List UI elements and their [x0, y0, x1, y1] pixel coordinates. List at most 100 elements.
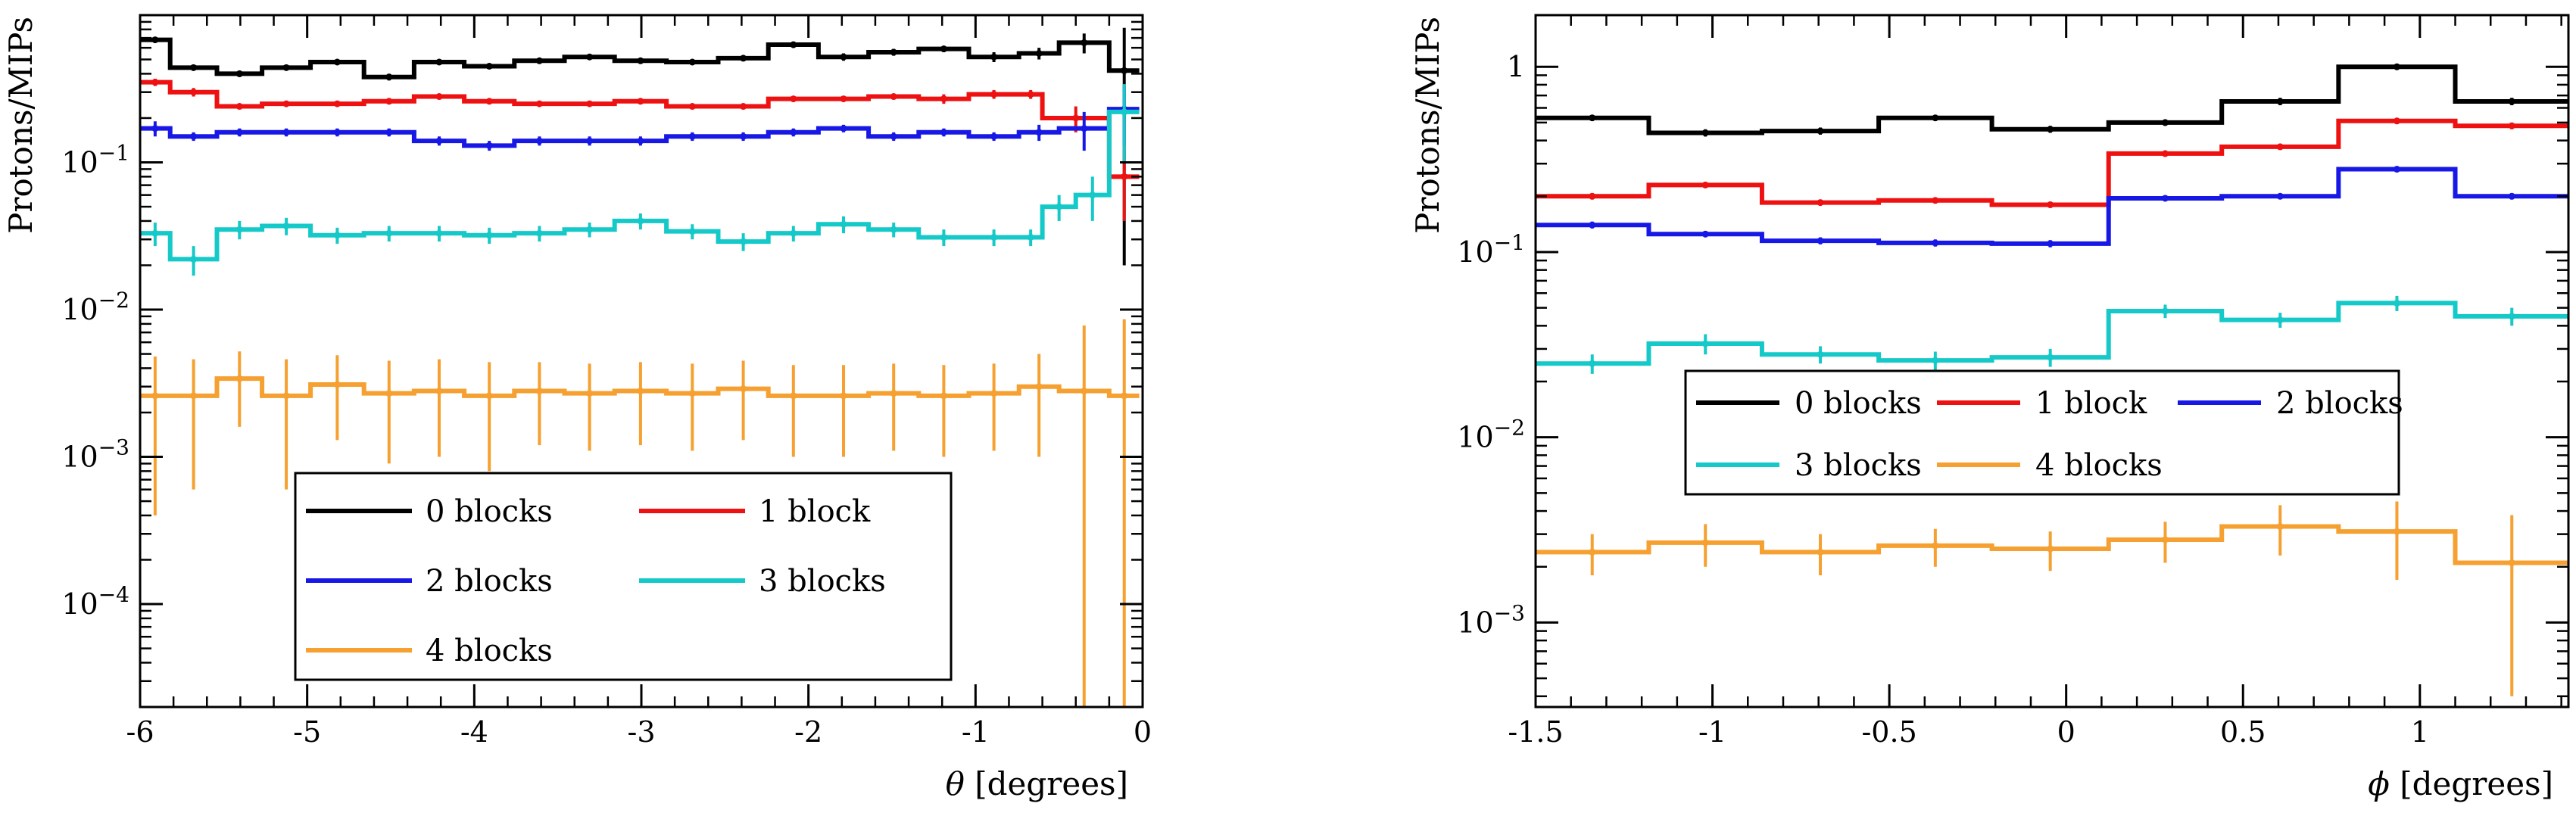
data-point: [535, 57, 543, 64]
data-point: [485, 142, 493, 149]
data-point: [840, 392, 847, 400]
data-point: [1121, 392, 1128, 400]
data-point: [1035, 129, 1043, 136]
data-point: [2047, 126, 2054, 133]
data-point: [586, 390, 594, 397]
data-point: [2276, 523, 2284, 531]
data-point: [2393, 63, 2400, 70]
data-point: [385, 129, 393, 136]
plot-frame: [1534, 14, 2570, 709]
data-point: [235, 70, 243, 77]
data-point: [1081, 125, 1088, 132]
data-point: [2508, 122, 2515, 129]
data-point: [1817, 237, 1824, 244]
x-tick-label: -1: [1698, 715, 1726, 749]
data-point: [940, 45, 947, 53]
legend-item: 0 blocks: [306, 494, 553, 529]
data-point: [790, 95, 797, 103]
data-point: [1081, 388, 1088, 395]
series-2-blocks: [1536, 166, 2568, 248]
x-tick-label: -5: [293, 715, 321, 749]
data-point: [535, 137, 543, 145]
data-point: [2161, 536, 2169, 543]
y-tick-base: 10: [61, 293, 98, 326]
data-point: [637, 98, 644, 105]
data-point: [435, 93, 443, 101]
data-point: [1932, 197, 1939, 204]
data-point: [333, 232, 341, 239]
legend-label: 1 block: [759, 494, 871, 529]
data-point: [535, 100, 543, 107]
data-point: [282, 100, 290, 107]
data-point: [2047, 545, 2054, 553]
legend-label: 4 blocks: [2035, 448, 2163, 483]
data-point: [688, 103, 696, 111]
y-axis-label: Protons/MIPs: [1409, 17, 1446, 234]
series-step-line: [1536, 524, 2568, 565]
x-tick-label: -1: [962, 715, 990, 749]
data-point: [2393, 299, 2400, 307]
data-point: [1035, 50, 1043, 58]
legend-item: 2 blocks: [2178, 386, 2403, 421]
series-4-blocks: [1536, 501, 2568, 696]
data-point: [990, 233, 998, 241]
data-point: [151, 79, 159, 86]
y-tick-label: 10−2: [1457, 416, 1525, 454]
data-point: [485, 98, 493, 105]
data-point: [2393, 117, 2400, 125]
data-point: [1932, 239, 1939, 247]
y-tick-base: 10: [61, 441, 98, 474]
data-point: [890, 226, 897, 233]
x-tick-label: -6: [126, 715, 154, 749]
data-point: [990, 390, 998, 397]
legend-label: 1 block: [2035, 386, 2147, 421]
data-point: [485, 392, 493, 400]
data-point: [990, 53, 998, 61]
x-tick-label: 0: [2057, 715, 2075, 749]
data-point: [790, 392, 797, 400]
data-point: [535, 229, 543, 237]
y-tick-exponent: −2: [98, 288, 129, 313]
legend-item: 3 blocks: [639, 564, 886, 599]
data-point: [790, 129, 797, 136]
data-point: [2276, 192, 2284, 200]
phi-panel: -1.5 -1 -0.5 0 0.5 1ϕ [degrees]110−110−210−3P…: [1409, 14, 2570, 802]
data-point: [940, 129, 947, 136]
data-point: [637, 217, 644, 225]
data-point: [840, 53, 847, 61]
data-point: [2276, 98, 2284, 105]
data-point: [151, 125, 159, 132]
data-point: [2161, 195, 2169, 202]
x-tick-label: -0.5: [1861, 715, 1916, 749]
y-tick-exponent: −3: [1494, 600, 1525, 625]
data-point: [1701, 129, 1709, 136]
data-point: [740, 103, 747, 111]
data-point: [1701, 230, 1709, 238]
legend-label: 2 blocks: [2276, 386, 2403, 421]
x-axis-symbol: ϕ: [2368, 765, 2390, 802]
series-group: [1536, 63, 2568, 696]
y-tick-label: 1: [1507, 50, 1525, 83]
data-point: [840, 220, 847, 228]
data-point: [2508, 192, 2515, 200]
series-1-block: [1536, 117, 2568, 208]
series-0-blocks: [140, 27, 1140, 266]
data-point: [637, 57, 644, 64]
data-point: [637, 137, 644, 145]
data-point: [333, 58, 341, 66]
data-point: [2047, 240, 2054, 248]
data-point: [190, 392, 198, 400]
data-point: [385, 98, 393, 105]
data-point: [435, 388, 443, 395]
y-tick-exponent: −1: [1494, 230, 1525, 255]
data-point: [1589, 221, 1596, 229]
y-tick-exponent: −2: [1494, 416, 1525, 441]
y-axis: 110−110−210−3: [1457, 50, 2568, 698]
data-point: [235, 226, 243, 233]
legend-item: 0 blocks: [1696, 386, 1922, 421]
data-point: [890, 48, 897, 56]
data-point: [282, 392, 290, 400]
y-tick-label: 10−4: [61, 582, 129, 621]
data-point: [535, 388, 543, 395]
data-point: [1027, 91, 1034, 98]
